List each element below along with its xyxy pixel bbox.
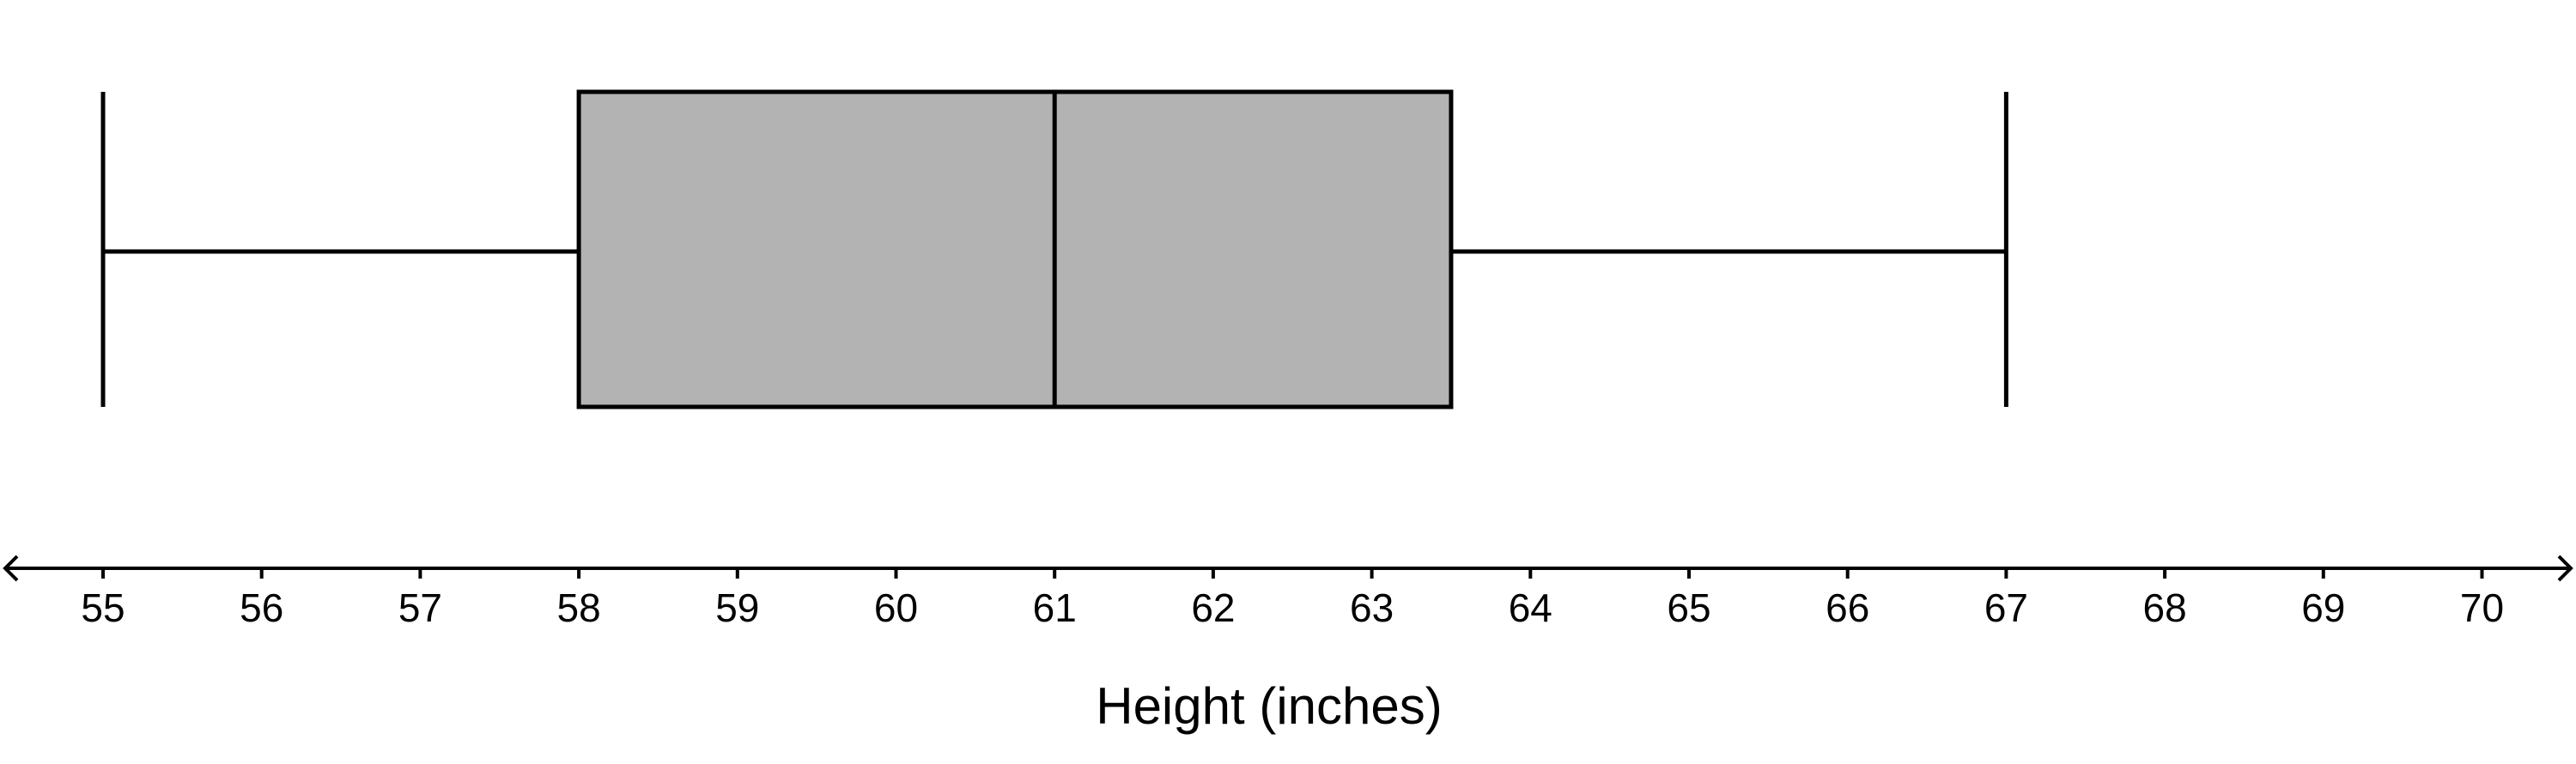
x-tick-label: 68 — [2143, 585, 2187, 630]
x-tick-label: 66 — [1826, 585, 1869, 630]
x-axis-label: Height (inches) — [1096, 677, 1443, 735]
iqr-box — [576, 89, 1454, 409]
left-arrow-icon — [3, 555, 19, 582]
x-tick-label: 59 — [715, 585, 759, 630]
x-tick-label: 61 — [1033, 585, 1077, 630]
x-tick-label: 65 — [1667, 585, 1710, 630]
x-tick-label: 70 — [2460, 585, 2504, 630]
x-tick-label: 69 — [2301, 585, 2345, 630]
x-tick-label: 63 — [1350, 585, 1394, 630]
x-tick-label: 57 — [398, 585, 442, 630]
x-tick-label: 56 — [240, 585, 283, 630]
x-tick-label: 60 — [874, 585, 918, 630]
x-tick-label: 64 — [1509, 585, 1552, 630]
x-tick-label: 62 — [1191, 585, 1235, 630]
x-tick-label: 55 — [81, 585, 125, 630]
x-tick-label: 67 — [1984, 585, 2028, 630]
x-tick-label: 58 — [557, 585, 601, 630]
right-arrow-icon — [2557, 555, 2573, 582]
